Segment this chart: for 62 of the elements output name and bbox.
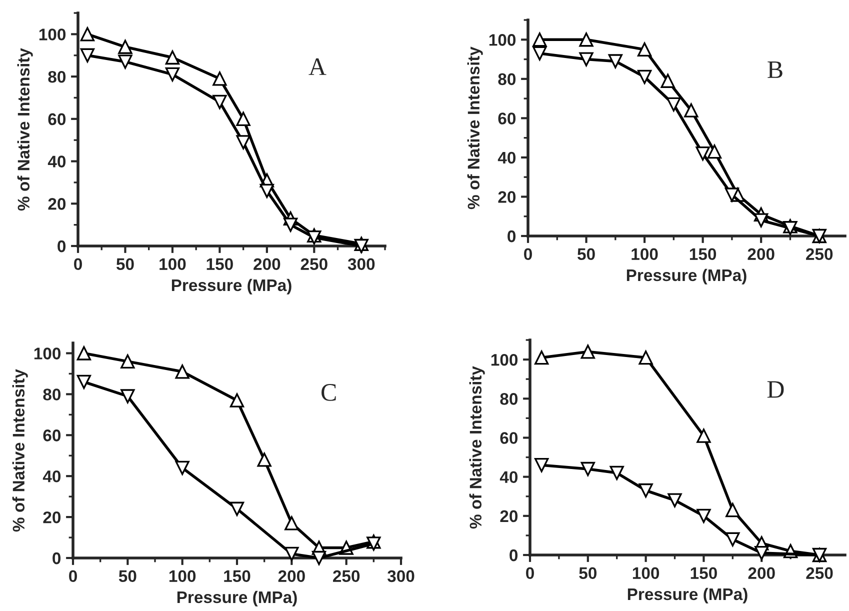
x-tick-label: 200 xyxy=(278,570,305,582)
y-tick-label: 100 xyxy=(39,28,66,40)
y-tick-label: 20 xyxy=(500,510,518,522)
y-tick-label: 0 xyxy=(58,240,66,252)
x-axis-title: Pressure (MPa) xyxy=(177,590,297,606)
x-tick-label: 50 xyxy=(116,258,134,270)
y-tick-label: 80 xyxy=(500,393,518,405)
y-tick-label: 20 xyxy=(48,198,66,210)
y-tick-label: 20 xyxy=(43,511,61,524)
y-tick-label: 100 xyxy=(491,354,518,366)
x-tick-label: 150 xyxy=(206,258,233,270)
x-tick-label: 100 xyxy=(632,567,660,580)
x-tick-label: 0 xyxy=(526,567,534,580)
y-tick-label: 40 xyxy=(500,471,518,484)
x-tick-label: 250 xyxy=(806,248,833,260)
x-tick-label: 100 xyxy=(160,258,186,270)
x-tick-label: 0 xyxy=(74,258,82,270)
x-tick-label: 250 xyxy=(806,567,833,580)
y-axis-title: % of Native Intensity xyxy=(12,369,28,532)
annotation: D xyxy=(767,381,784,398)
y-tick-label: 100 xyxy=(489,34,516,46)
y-tick-label: 80 xyxy=(43,388,61,400)
x-tick-label: 150 xyxy=(690,248,716,260)
x-tick-label: 300 xyxy=(387,570,414,582)
x-tick-label: 50 xyxy=(579,567,596,580)
y-tick-label: 60 xyxy=(48,113,66,126)
x-tick-label: 0 xyxy=(524,248,532,260)
x-tick-label: 50 xyxy=(118,570,136,582)
y-tick-label: 20 xyxy=(498,191,516,203)
x-tick-label: 250 xyxy=(333,570,360,582)
y-tick-label: 0 xyxy=(510,549,518,562)
y-tick-label: 60 xyxy=(498,112,516,124)
y-axis-title: % of Native Intensity xyxy=(467,46,483,210)
x-tick-label: 200 xyxy=(748,567,775,580)
y-tick-label: 80 xyxy=(48,70,66,83)
x-tick-label: 250 xyxy=(300,258,328,270)
y-tick-label: 0 xyxy=(52,552,61,564)
x-tick-label: 50 xyxy=(578,248,595,260)
y-tick-label: 0 xyxy=(508,230,516,242)
x-axis-title: Pressure (MPa) xyxy=(172,278,292,294)
x-tick-label: 150 xyxy=(690,567,717,580)
x-tick-label: 100 xyxy=(169,570,196,582)
y-axis-title: % of Native Intensity xyxy=(469,366,485,529)
y-axis-title: % of Native Intensity xyxy=(17,48,33,211)
annotation: B xyxy=(768,61,782,78)
y-tick-label: 100 xyxy=(34,348,61,360)
annotation: C xyxy=(322,384,336,401)
y-tick-label: 40 xyxy=(42,470,61,482)
x-tick-label: 100 xyxy=(632,248,658,260)
y-tick-label: 40 xyxy=(48,156,66,168)
x-tick-label: 300 xyxy=(348,258,375,270)
x-tick-label: 200 xyxy=(254,258,280,270)
x-axis-title: Pressure (MPa) xyxy=(626,268,746,284)
annotation: A xyxy=(308,58,326,75)
y-tick-label: 60 xyxy=(500,432,518,444)
y-tick-label: 60 xyxy=(43,430,61,442)
x-axis-title: Pressure (MPa) xyxy=(628,588,748,604)
x-tick-label: 150 xyxy=(224,570,250,582)
y-tick-label: 80 xyxy=(498,73,516,86)
y-tick-label: 40 xyxy=(498,152,516,164)
x-tick-label: 200 xyxy=(748,248,774,260)
x-tick-label: 0 xyxy=(69,570,77,582)
